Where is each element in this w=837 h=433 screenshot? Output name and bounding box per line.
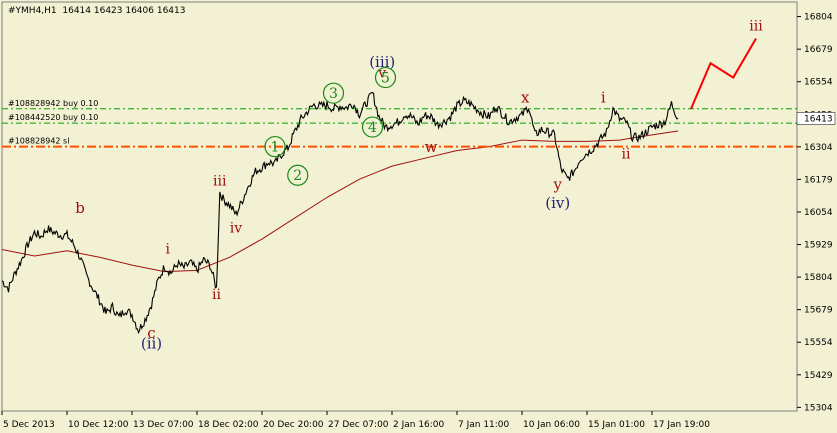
x-tick-label: 10 Dec 12:00 [68, 420, 129, 430]
stop-loss-label: #108828942 sl [8, 137, 69, 146]
current-price-tag [796, 112, 836, 125]
wave-label: (iii) [369, 53, 395, 71]
wave-label: iv [230, 221, 242, 237]
y-tick-label: 15429 [804, 371, 833, 381]
wave-label: (ii) [141, 334, 162, 352]
wave-circle [361, 116, 384, 138]
x-tick-label: 17 Jan 19:00 [653, 420, 710, 430]
x-tick-label: 5 Dec 2013 [3, 420, 55, 430]
y-tick-label: 16054 [804, 208, 833, 218]
x-tick-label: 13 Dec 07:00 [133, 420, 194, 430]
wave-projection-line [690, 37, 757, 110]
y-tick-label: 15929 [804, 241, 833, 251]
wave-label: y [553, 176, 563, 194]
y-tick-label: 16179 [804, 175, 833, 185]
y-tick-label: 16679 [804, 45, 833, 55]
buy-order-label: #108828942 buy 0.10 [8, 99, 98, 108]
x-tick-label: 18 Dec 02:00 [198, 420, 259, 430]
moving-average-line [1, 130, 679, 273]
wave-circle-number: 1 [271, 140, 280, 156]
wave-label: iii [213, 174, 227, 190]
x-tick-label: 15 Jan 01:00 [588, 420, 645, 430]
x-tick-label: 10 Jan 06:00 [523, 420, 580, 430]
wave-label: i [166, 241, 171, 257]
wave-circle-number: 5 [381, 71, 390, 87]
plot-area [1, 1, 798, 412]
wave-circle-number: 4 [368, 120, 377, 136]
wave-label: (iv) [545, 194, 570, 212]
wave-label: v [377, 66, 386, 82]
wave-circle [287, 164, 309, 186]
y-tick-label: 16304 [804, 143, 833, 153]
wave-label: i [601, 88, 606, 106]
wave-circle-number: 3 [329, 86, 338, 102]
wave-circle [322, 82, 345, 104]
y-tick-label: 16804 [804, 13, 833, 23]
wave-circle [374, 66, 397, 89]
y-tick-label: 15679 [804, 306, 833, 316]
x-tick-label: 7 Jan 11:00 [458, 420, 510, 430]
x-tick-label: 20 Dec 20:00 [263, 420, 324, 430]
wave-label: c [147, 324, 155, 342]
wave-label: ii [622, 146, 631, 162]
wave-circle [264, 135, 286, 158]
y-tick-label: 16554 [804, 78, 833, 88]
wave-label: w [425, 138, 438, 156]
current-price-label: 16413 [804, 114, 833, 124]
price-series [1, 92, 679, 335]
x-tick-label: 2 Jan 16:00 [393, 420, 445, 430]
wave-label: x [521, 88, 530, 106]
y-tick-label: 15304 [804, 403, 833, 413]
y-tick-label: 15554 [804, 338, 833, 348]
y-tick-label: 15804 [804, 273, 833, 283]
x-tick-label: 27 Dec 07:00 [328, 420, 389, 430]
wave-label: ii [212, 287, 221, 303]
buy-order-label: #108442520 buy 0.10 [8, 113, 98, 122]
wave-label: b [75, 199, 85, 217]
wave-label: iii [749, 19, 763, 35]
wave-circle-number: 2 [293, 168, 302, 184]
chart-header: #YMH4,H1 16414 16423 16406 16413 [8, 6, 185, 16]
